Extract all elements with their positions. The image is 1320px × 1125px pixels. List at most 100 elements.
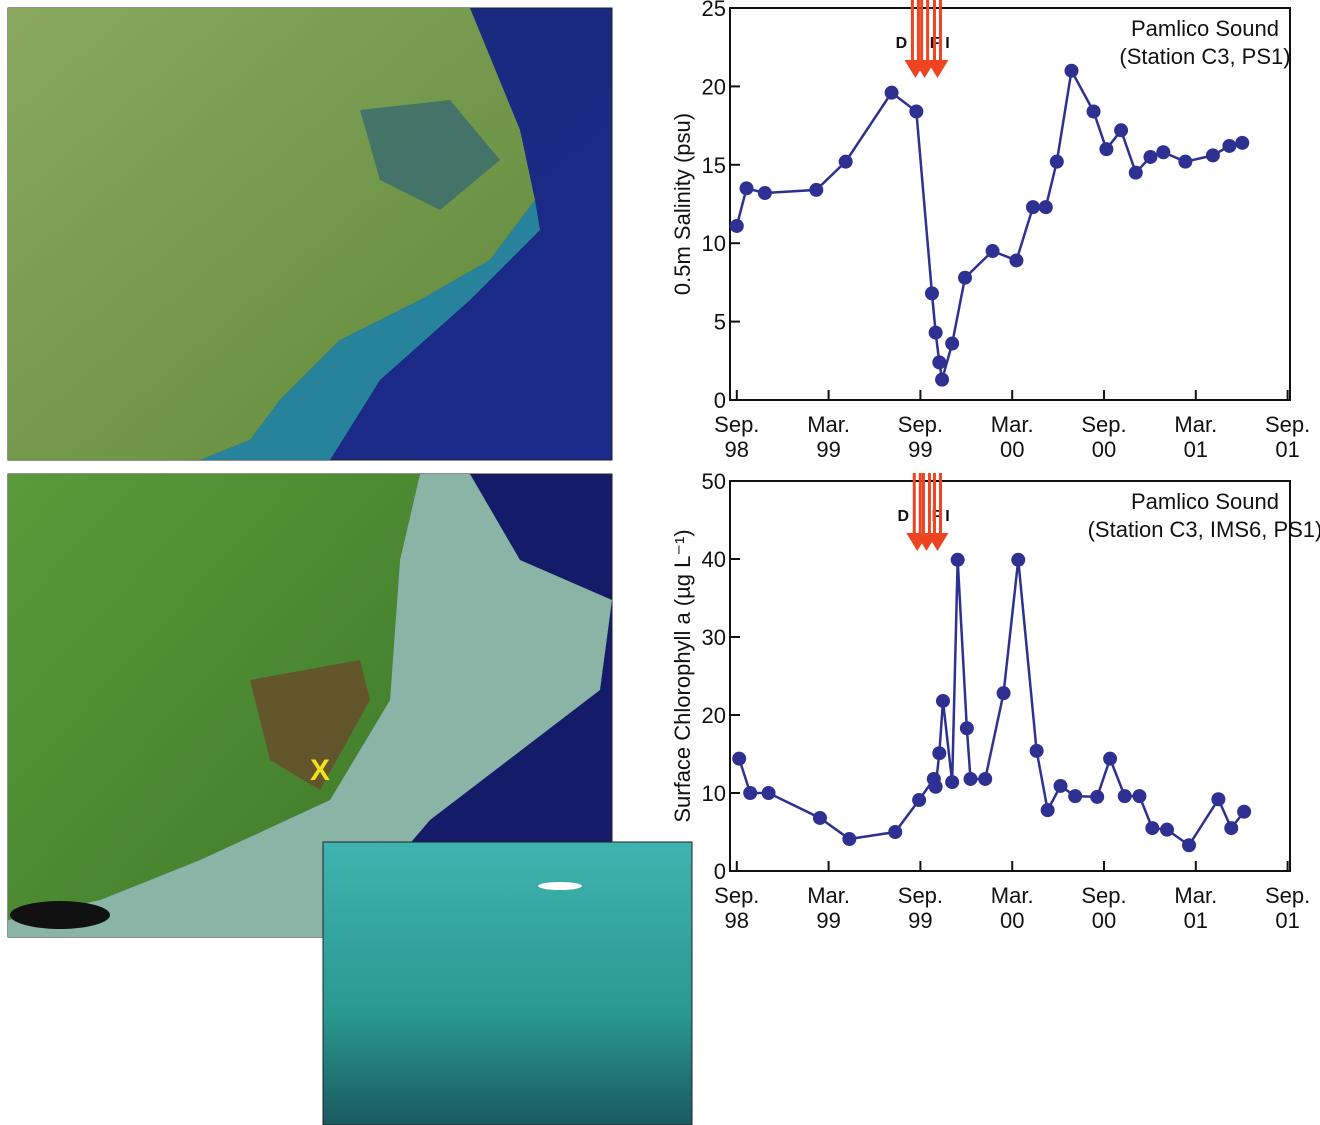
data-point [958, 270, 973, 285]
y-tick-label: 0 [714, 388, 726, 413]
y-tick-label: 10 [702, 781, 726, 806]
data-point [928, 325, 943, 340]
data-point [932, 746, 947, 761]
x-tick-label: Sep. 99 [898, 412, 943, 462]
event-label: D [897, 508, 909, 525]
data-point [1114, 123, 1129, 138]
satellite-image-1999 [7, 7, 613, 461]
x-tick-label: Mar. 01 [1174, 883, 1217, 933]
data-point [757, 186, 772, 201]
y-axis-label: 0.5m Salinity (psu) [670, 113, 695, 295]
data-point [838, 154, 853, 169]
event-label: F [932, 508, 942, 525]
y-tick-label: 20 [702, 703, 726, 728]
data-point [888, 825, 903, 839]
data-point [1156, 145, 1171, 160]
data-point [945, 336, 960, 351]
data-line [735, 66, 1243, 380]
chart-subtitle: (Station C3, PS1) [1119, 44, 1290, 69]
data-point [743, 786, 758, 800]
data-point [935, 372, 950, 387]
data-point [1211, 792, 1226, 807]
data-point [1178, 154, 1193, 169]
x-tick-label: Mar. 00 [991, 883, 1034, 933]
data-point [1086, 104, 1101, 119]
data-point [1040, 803, 1055, 818]
x-tick-label: Sep. 98 [714, 412, 759, 462]
data-point [1117, 789, 1132, 804]
data-point [809, 182, 824, 197]
data-point [1068, 789, 1083, 804]
x-tick-label: Mar. 00 [991, 412, 1034, 462]
x-tick-label: Sep. 00 [1081, 412, 1126, 462]
data-point [985, 244, 1000, 259]
map-label: X [310, 754, 330, 787]
y-tick-label: 0 [714, 859, 726, 884]
data-point [928, 779, 943, 794]
data-point [963, 771, 978, 786]
plot-frame [729, 7, 1291, 401]
y-tick-label: 40 [702, 547, 726, 572]
event-arrow [926, 473, 949, 551]
charts: 0 5 10 15 20 25 Sep. 98 Mar. 99 Sep. 99 Mar. 00 Sep. 00… [670, 0, 1320, 933]
chart-subtitle: (Station C3, IMS6, PS1) [1088, 517, 1320, 542]
data-point [1025, 200, 1040, 215]
data-point [909, 104, 924, 119]
data-point [1159, 822, 1174, 837]
data-point [978, 771, 993, 786]
data-point [950, 552, 965, 567]
data-point [1224, 821, 1239, 836]
data-point [761, 786, 776, 800]
data-point [1235, 135, 1250, 150]
data-point [1090, 789, 1105, 804]
y-tick-label: 30 [702, 625, 726, 650]
data-point [1205, 148, 1220, 163]
aerial-photo [322, 841, 693, 1125]
event-head [926, 60, 949, 78]
data-point [935, 693, 950, 708]
data-point [732, 751, 747, 766]
data-point [959, 721, 974, 736]
data-point [1132, 789, 1147, 804]
data-point [1143, 149, 1158, 164]
data-point [1049, 154, 1064, 169]
x-tick-label: Sep. 01 [1265, 412, 1310, 462]
x-tick-label: Sep. 99 [898, 883, 943, 933]
x-tick-label: Mar. 99 [807, 883, 850, 933]
y-tick-label: 20 [702, 74, 726, 99]
x-tick-label: Sep. 00 [1081, 883, 1126, 933]
event-arrow [926, 0, 949, 78]
data-point [1053, 778, 1068, 793]
y-tick-label: 10 [702, 231, 726, 256]
data-point [842, 832, 857, 847]
data-point [812, 810, 827, 825]
data-point [1009, 253, 1024, 268]
chart-title: Pamlico Sound [1131, 16, 1279, 41]
y-tick-label: 15 [702, 153, 726, 178]
event-label: I [945, 508, 949, 525]
x-tick-label: Mar. 01 [1174, 412, 1217, 462]
event-label: D [896, 35, 908, 52]
data-point [1103, 751, 1118, 766]
data-point [996, 686, 1011, 701]
data-point [1099, 142, 1114, 157]
y-tick-label: 5 [714, 310, 726, 335]
x-tick-label: Sep. 98 [714, 883, 759, 933]
data-point [1182, 838, 1197, 853]
x-tick-label: Sep. 01 [1265, 883, 1310, 933]
data-point [1145, 821, 1160, 836]
data-point [945, 775, 960, 790]
data-point [912, 793, 927, 808]
event-label: I [945, 35, 949, 52]
x-tick-label: Mar. 99 [807, 412, 850, 462]
event-head [926, 533, 949, 551]
data-point [1222, 138, 1237, 153]
y-tick-label: 25 [702, 0, 726, 21]
y-tick-label: 50 [702, 469, 726, 494]
data-point [1237, 804, 1252, 819]
data-point [1064, 63, 1079, 78]
data-line [737, 559, 1246, 848]
data-point [739, 181, 754, 196]
data-point [1011, 552, 1026, 567]
plot-frame [729, 480, 1291, 872]
